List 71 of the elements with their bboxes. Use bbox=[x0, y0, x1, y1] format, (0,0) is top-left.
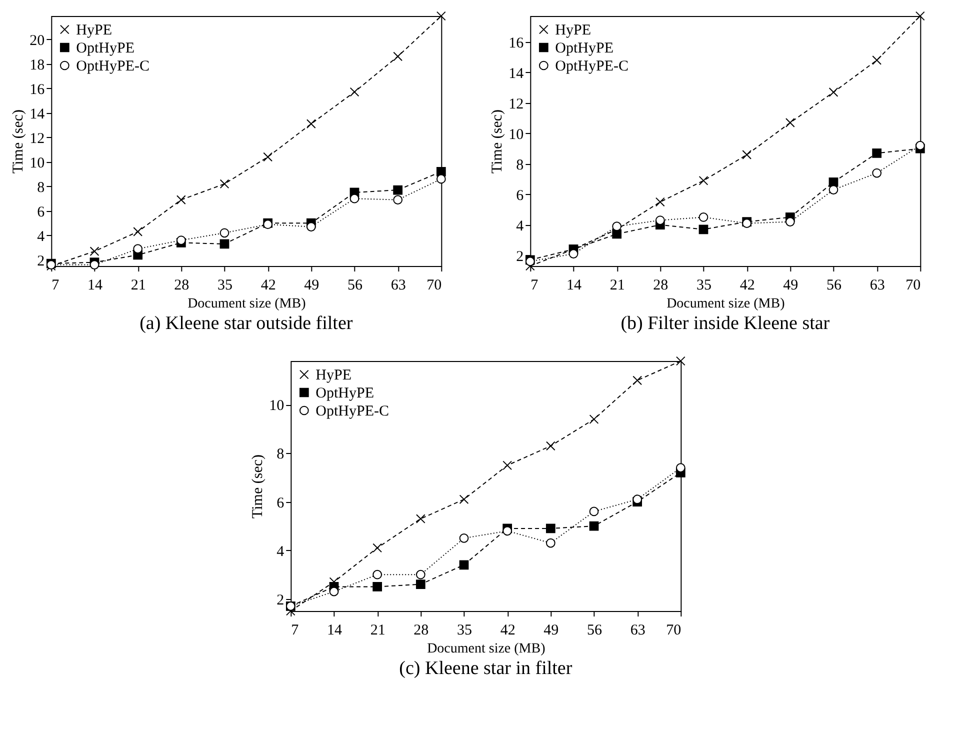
y-tick-label: 10 bbox=[30, 155, 45, 172]
x-tick-label: 14 bbox=[566, 278, 582, 294]
y-tick-label: 18 bbox=[30, 57, 45, 74]
y-tick-label: 20 bbox=[30, 32, 45, 49]
y-tick-label: 14 bbox=[508, 66, 524, 82]
y-tick-label: 2 bbox=[37, 253, 45, 270]
x-tick-label: 63 bbox=[390, 278, 406, 294]
legend-label: HyPE bbox=[316, 368, 352, 384]
legend-label: HyPE bbox=[76, 22, 112, 38]
text: (b) Filter inside Kleene star bbox=[620, 313, 830, 334]
x-tick-label: 28 bbox=[653, 278, 668, 294]
y-tick-label: 4 bbox=[516, 218, 524, 234]
y-tick-label: 10 bbox=[269, 398, 284, 414]
legend-label: HyPE bbox=[555, 22, 591, 38]
y-tick-label: 10 bbox=[508, 126, 524, 143]
y-tick-label: 2 bbox=[516, 248, 524, 265]
legend-label: OptHyPE bbox=[316, 386, 374, 402]
y-axis-title: Time (sec) bbox=[250, 454, 266, 519]
y-tick-label: 14 bbox=[30, 106, 46, 122]
y-tick-label: 12 bbox=[508, 96, 524, 112]
x-tick-label: 21 bbox=[130, 278, 146, 294]
x-axis-title: Document size (MB) bbox=[427, 642, 546, 656]
x-tick-label: 21 bbox=[610, 278, 625, 294]
x-tick-label: 7 bbox=[52, 278, 60, 294]
y-axis-title: Time (sec) bbox=[490, 109, 506, 174]
x-tick-label: 21 bbox=[370, 622, 386, 638]
legend-label: OptHyPE-C bbox=[316, 404, 389, 420]
x-tick-label: 7 bbox=[530, 278, 539, 294]
x-tick-label: 14 bbox=[326, 622, 342, 638]
x-tick-label: 42 bbox=[740, 278, 755, 294]
legend-label: OptHyPE-C bbox=[76, 58, 150, 74]
text: (a) Kleene star outside filter bbox=[140, 313, 354, 334]
y-tick-label: 16 bbox=[30, 82, 46, 98]
y-tick-label: 6 bbox=[276, 495, 285, 512]
x-tick-label: 7 bbox=[291, 622, 300, 638]
x-tick-label: 35 bbox=[217, 278, 232, 294]
x-tick-label: 28 bbox=[414, 622, 429, 638]
legend-label: OptHyPE bbox=[555, 40, 614, 56]
x-tick-label: 49 bbox=[544, 622, 559, 638]
y-tick-label: 12 bbox=[30, 130, 45, 147]
x-tick-label: 35 bbox=[456, 622, 472, 638]
y-tick-label: 8 bbox=[37, 180, 45, 196]
x-axis-title: Document size (MB) bbox=[188, 296, 306, 312]
y-tick-label: 8 bbox=[516, 157, 524, 174]
x-tick-label: 14 bbox=[87, 278, 103, 294]
x-tick-label: 56 bbox=[347, 278, 363, 294]
text: (c) Kleene star in filter bbox=[399, 658, 573, 679]
y-axis-title: Time (sec) bbox=[10, 109, 27, 174]
x-tick-label: 35 bbox=[696, 278, 712, 294]
x-tick-label: 63 bbox=[630, 622, 646, 638]
x-tick-label: 28 bbox=[174, 278, 190, 294]
x-axis-title: Document size (MB) bbox=[666, 296, 786, 312]
y-tick-label: 4 bbox=[276, 544, 285, 560]
y-tick-label: 16 bbox=[508, 35, 524, 52]
x-tick-label: 70 bbox=[666, 622, 682, 638]
x-tick-label: 42 bbox=[500, 622, 516, 638]
x-tick-label: 70 bbox=[906, 278, 921, 294]
x-tick-label: 56 bbox=[826, 278, 842, 294]
x-tick-label: 56 bbox=[586, 622, 602, 638]
y-tick-label: 4 bbox=[37, 228, 46, 245]
y-tick-label: 2 bbox=[276, 592, 284, 608]
x-tick-label: 70 bbox=[426, 278, 442, 294]
x-tick-label: 49 bbox=[304, 278, 320, 294]
x-tick-label: 49 bbox=[783, 278, 798, 294]
legend-label: OptHyPE-C bbox=[555, 58, 628, 74]
y-tick-label: 6 bbox=[516, 188, 524, 204]
y-tick-label: 6 bbox=[37, 204, 46, 220]
x-tick-label: 63 bbox=[870, 278, 885, 294]
x-tick-label: 42 bbox=[260, 278, 276, 294]
y-tick-label: 8 bbox=[276, 446, 284, 463]
legend-label: OptHyPE bbox=[76, 40, 134, 56]
